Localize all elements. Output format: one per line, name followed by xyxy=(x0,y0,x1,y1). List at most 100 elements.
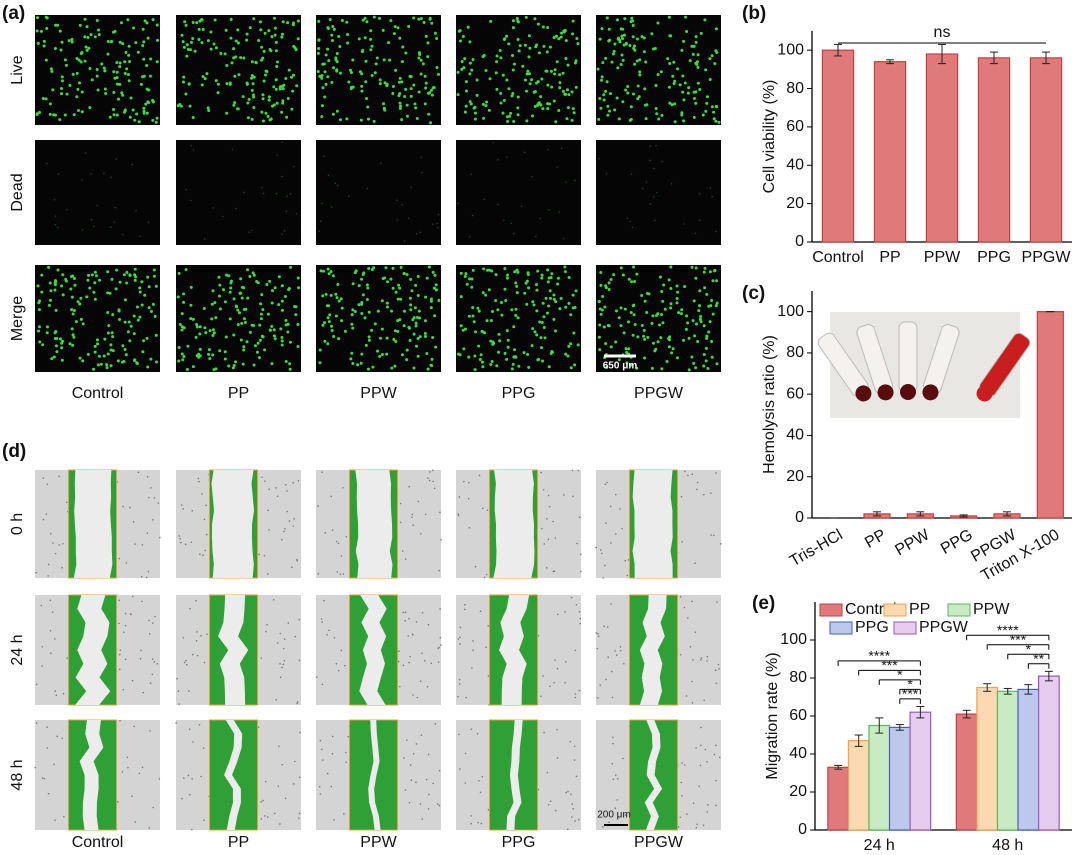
micrograph xyxy=(596,265,721,372)
cell xyxy=(40,273,44,277)
cell xyxy=(628,118,632,122)
speck xyxy=(603,625,605,628)
cell xyxy=(225,82,229,86)
cell xyxy=(657,117,661,121)
cell xyxy=(286,96,290,100)
cell xyxy=(524,89,528,93)
cell xyxy=(468,100,472,104)
cell xyxy=(557,37,561,41)
cell xyxy=(380,162,382,164)
speck xyxy=(681,541,683,543)
speck xyxy=(41,777,44,779)
cell xyxy=(673,120,677,124)
cell xyxy=(495,87,499,91)
speck xyxy=(485,573,488,576)
cell xyxy=(106,352,110,356)
cell xyxy=(537,357,541,361)
cell xyxy=(460,59,464,63)
cell xyxy=(675,284,679,288)
cell xyxy=(334,314,338,318)
cell xyxy=(195,322,199,326)
speck xyxy=(624,559,627,562)
speck xyxy=(554,659,556,661)
cell xyxy=(120,91,124,95)
speck xyxy=(578,818,580,821)
cell xyxy=(481,291,485,295)
cell xyxy=(598,348,602,352)
cell xyxy=(667,345,671,349)
cell xyxy=(682,39,686,43)
speck xyxy=(118,668,121,671)
cell xyxy=(110,176,112,178)
cell xyxy=(335,296,339,300)
cell xyxy=(229,17,233,21)
cell xyxy=(144,102,148,106)
cell xyxy=(323,70,327,74)
cell xyxy=(70,295,74,299)
cell xyxy=(571,32,575,36)
cell xyxy=(177,346,181,350)
cell xyxy=(399,104,403,108)
cell xyxy=(487,288,491,292)
cell xyxy=(428,91,432,95)
speck xyxy=(623,662,625,665)
speck xyxy=(597,635,600,638)
speck xyxy=(199,553,201,555)
speck xyxy=(196,631,198,633)
cell xyxy=(626,91,630,95)
cell xyxy=(398,36,402,40)
speck xyxy=(612,742,614,745)
micrograph xyxy=(316,265,441,372)
cell xyxy=(71,343,75,347)
speck xyxy=(119,719,121,722)
speck xyxy=(698,785,701,788)
column-label: PPGW xyxy=(634,834,684,851)
speck xyxy=(323,599,325,602)
speck xyxy=(425,778,428,781)
speck xyxy=(281,666,283,669)
cell xyxy=(456,70,460,74)
cell xyxy=(115,158,117,160)
speck xyxy=(420,734,423,736)
cell xyxy=(77,58,81,62)
cell xyxy=(495,54,499,58)
cell xyxy=(239,291,243,295)
cell xyxy=(133,278,137,282)
cell xyxy=(103,172,105,175)
cell xyxy=(285,210,288,212)
cell xyxy=(192,149,195,151)
y-tick-label: 40 xyxy=(786,427,804,444)
cell xyxy=(234,360,238,364)
speck xyxy=(342,486,344,489)
cell xyxy=(507,87,511,91)
cell xyxy=(372,15,376,19)
cell xyxy=(321,62,325,66)
bar xyxy=(996,690,1019,831)
cell xyxy=(260,293,264,297)
cell xyxy=(670,183,673,185)
speck xyxy=(570,596,573,599)
cell xyxy=(396,26,400,30)
cell xyxy=(633,44,637,48)
cell xyxy=(513,270,517,274)
speck xyxy=(49,532,52,535)
cell xyxy=(75,95,79,99)
cell xyxy=(155,360,159,364)
cell xyxy=(715,301,719,305)
speck xyxy=(151,673,154,676)
cell xyxy=(89,33,93,37)
cell xyxy=(93,35,97,39)
cell xyxy=(469,102,473,106)
cell xyxy=(228,290,232,294)
speck xyxy=(486,509,489,512)
cell xyxy=(703,286,707,290)
legend-label: PP xyxy=(909,601,930,618)
cell xyxy=(112,70,116,74)
cell xyxy=(678,83,682,87)
cell xyxy=(283,295,287,299)
cell xyxy=(140,280,144,284)
cell xyxy=(461,34,465,38)
cell xyxy=(96,88,100,92)
cell xyxy=(213,18,217,22)
cell xyxy=(669,306,673,310)
